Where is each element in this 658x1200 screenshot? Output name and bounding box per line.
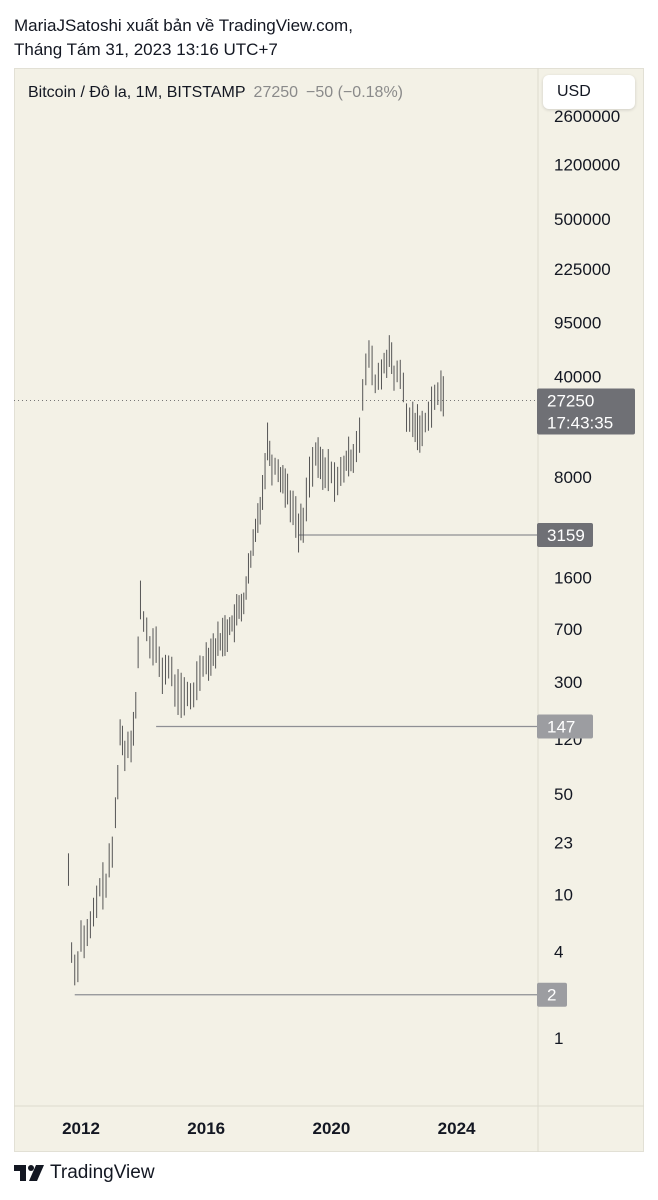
y-tick-label: 2600000 [554,107,620,126]
y-tick-label: 300 [554,673,582,692]
x-tick-label: 2012 [62,1119,100,1138]
x-tick-label: 2020 [312,1119,350,1138]
last-price: 27250 [253,84,299,101]
publish-caption: MariaJSatoshi xuất bản về TradingView.co… [14,14,353,62]
price-label-time: 17:43:35 [547,414,613,433]
symbol-title: Bitcoin / Đô la, 1M, BITSTAMP [28,84,246,101]
price-label-text: 2 [547,986,556,1005]
currency-button[interactable]: USD [543,75,635,109]
y-tick-label: 225000 [554,260,611,279]
y-tick-label: 4 [554,942,563,961]
y-tick-label: 500000 [554,210,611,229]
price-label-text: 147 [547,717,575,736]
y-tick-label: 10 [554,885,573,904]
tradingview-logo-icon [14,1165,44,1181]
price-chart[interactable]: 2600000 1200000 500000 225000 95000 40000 8000… [14,68,644,1152]
x-tick-label: 2016 [187,1119,225,1138]
price-label-box [537,714,593,739]
y-tick-label: 700 [554,620,582,639]
y-tick-label: 23 [554,833,573,852]
footer: TradingView [14,1160,155,1186]
price-label-box [537,388,635,435]
y-tick-label: 1200000 [554,155,620,174]
y-tick-label: 8000 [554,468,592,487]
caption-author-line: MariaJSatoshi xuất bản về TradingView.co… [14,16,353,35]
y-tick-label: 1600 [554,568,592,587]
price-label-text: 27250 [547,392,594,411]
y-tick-label: 50 [554,785,573,804]
chart-panel [14,68,644,1152]
y-tick-label: 40000 [554,368,601,387]
y-tick-label: 95000 [554,314,601,333]
price-label-box [537,523,593,548]
footer-brand: TradingView [50,1162,155,1183]
caption-date-line: Tháng Tám 31, 2023 13:16 UTC+7 [14,40,278,59]
price-label-box [537,982,567,1007]
x-tick-label: 2024 [438,1119,476,1138]
symbol-header: Bitcoin / Đô la, 1M, BITSTAMP 27250 −50 (−… [28,84,403,102]
price-label-text: 3159 [547,526,585,545]
y-tick-label: 1 [554,1029,563,1048]
price-change: −50 (−0.18%) [306,84,403,101]
